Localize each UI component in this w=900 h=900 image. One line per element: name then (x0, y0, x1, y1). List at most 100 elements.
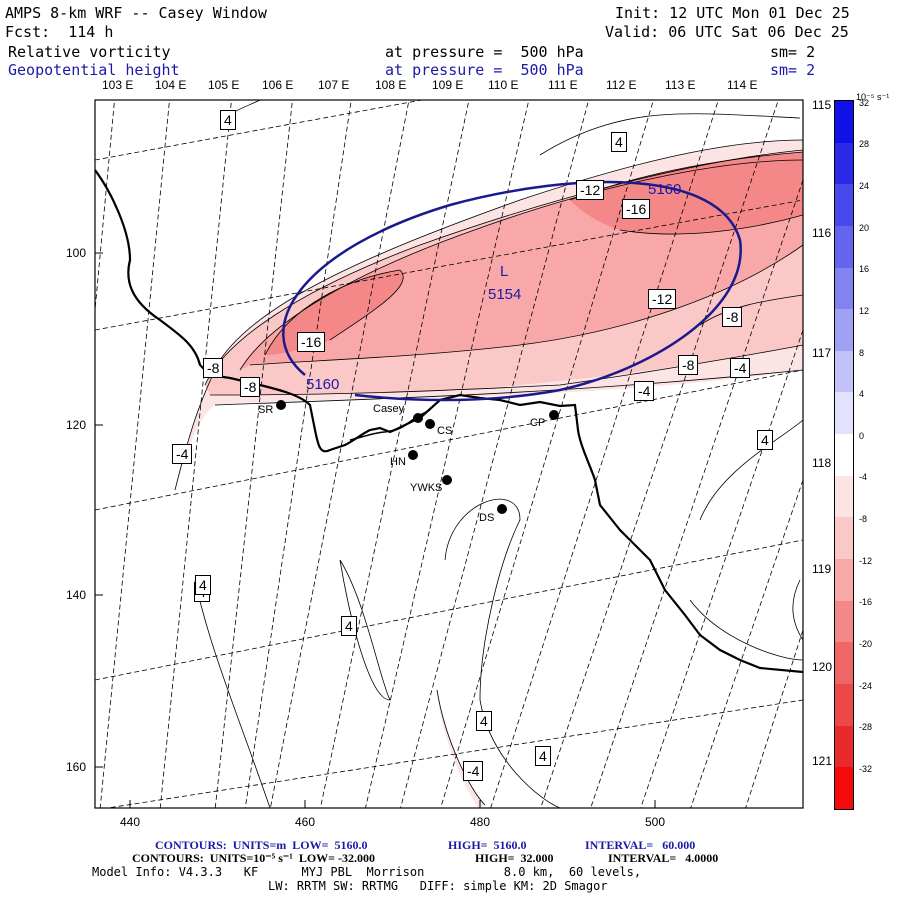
longitude-label-top: 107 E (318, 78, 350, 92)
colorbar-segment (835, 767, 853, 809)
colorbar-segment (835, 184, 853, 226)
field1-name: Relative vorticity (8, 43, 171, 61)
contour-value-label: 4 (195, 575, 211, 595)
footer-height-contours: CONTOURS: UNITS=m LOW= 5160.0 (155, 838, 368, 852)
footer-vorticity-high: HIGH= 32.000 (475, 851, 554, 865)
colorbar-segment (835, 434, 853, 476)
longitude-label-top: 113 E (665, 78, 696, 92)
longitude-label-top: 105 E (208, 78, 240, 92)
station-label-cp: CP (530, 417, 546, 429)
low-center-value: 5154 (488, 286, 522, 303)
longitude-label-top: 111 E (548, 78, 578, 92)
colorbar-segment (835, 225, 853, 268)
contour-value-label: -8 (678, 355, 699, 375)
geopotential-contours (282, 180, 742, 402)
colorbar-segment (835, 642, 853, 684)
field2-name: Geopotential height (8, 61, 180, 79)
colorbar-tick-label: -28 (859, 722, 873, 733)
contour-value-label: -16 (297, 332, 326, 352)
colorbar-tick-label: 8 (859, 347, 865, 358)
longitude-label-top: 109 E (432, 78, 464, 92)
contour-value-label: -16 (622, 199, 651, 219)
contour-value-label: -4 (463, 761, 484, 781)
station-dot-ds (497, 504, 507, 514)
contour-value-label: -12 (576, 180, 605, 200)
colorbar-unit: 10⁻⁵ s⁻¹ (856, 92, 890, 102)
colorbar-segment (835, 559, 853, 601)
footer-height-high: HIGH= 5160.0 (448, 838, 527, 852)
station-label-casey: Casey (373, 403, 405, 415)
grid-y-label: 100 (66, 246, 87, 260)
contour-value-label: -12 (648, 289, 677, 309)
colorbar-segment (835, 392, 853, 435)
grid-y-label: 160 (66, 760, 87, 774)
forecast-hour: Fcst: 114 h (5, 23, 114, 41)
colorbar-tick-label: -20 (859, 639, 873, 650)
grid-x-label: 440 (120, 815, 141, 829)
station-dot-casey (413, 413, 423, 423)
grid-x-label: 460 (295, 815, 316, 829)
field1-level: at pressure = 500 hPa (385, 43, 584, 61)
colorbar-segment (835, 600, 853, 643)
station-dot-hn (408, 450, 418, 460)
colorbar-segment (835, 309, 853, 351)
colorbar (834, 100, 854, 810)
footer-vorticity-contours: CONTOURS: UNITS=10⁻⁵ s⁻¹ LOW= -32.000 (132, 851, 376, 865)
init-time: Init: 12 UTC Mon 01 Dec 25 (615, 4, 850, 22)
contour-value-label: 4 (476, 711, 492, 731)
contour-value-label: -8 (722, 307, 743, 327)
valid-time: Valid: 06 UTC Sat 06 Dec 25 (605, 23, 849, 41)
contour-value-label: -4 (634, 381, 655, 401)
contour-value-label: -4 (172, 444, 193, 464)
colorbar-segment (835, 683, 853, 726)
colorbar-segment (835, 101, 853, 143)
map-title: AMPS 8-km WRF -- Casey Window (5, 4, 267, 22)
contour-value-label: 4 (341, 616, 357, 636)
contour-value-label: -4 (730, 358, 751, 378)
grid-y-label: 120 (66, 418, 87, 432)
station-dot-cp (549, 410, 559, 420)
coastline (95, 169, 803, 674)
colorbar-tick-label: 4 (859, 389, 865, 400)
field2-smoothing: sm= 2 (770, 61, 816, 79)
colorbar-tick-label: 32 (859, 97, 870, 108)
colorbar-tick-label: -4 (859, 472, 868, 483)
longitude-label-top: 112 E (606, 78, 637, 92)
field2-level: at pressure = 500 hPa (385, 61, 584, 79)
low-center-symbol: L (500, 263, 509, 280)
station-label-cs: CS (437, 425, 453, 437)
footer-height-interval: INTERVAL= 60.000 (585, 838, 696, 852)
latlon-graticule (95, 100, 803, 808)
colorbar-tick-label: 12 (859, 305, 870, 316)
axis-ticks (95, 252, 656, 808)
station-dot-sr (276, 400, 286, 410)
colorbar-tick-label: -32 (859, 764, 873, 774)
colorbar-tick-label: 24 (859, 180, 870, 191)
height-label-5160-south: 5160 (306, 376, 340, 393)
station-label-sr: SR (258, 404, 274, 416)
vorticity-shading (175, 140, 803, 808)
station-dot-ywks (442, 475, 452, 485)
colorbar-tick-label: -16 (859, 597, 873, 608)
contour-value-label: 4 (220, 110, 236, 130)
colorbar-tick-label: -24 (859, 680, 873, 691)
longitude-label-top: 114 E (727, 78, 758, 92)
contour-value-label: -8 (240, 377, 261, 397)
colorbar-tick-label: 0 (859, 430, 865, 441)
vorticity-contours (174, 100, 803, 808)
longitude-label-top: 104 E (155, 78, 187, 92)
station-label-hn: HN (390, 456, 406, 468)
grid-y-label: 140 (66, 588, 87, 602)
field1-smoothing: sm= 2 (770, 43, 816, 61)
footer-vorticity-interval: INTERVAL= 4.0000 (608, 851, 719, 865)
footer-physics-info: LW: RRTM SW: RRTMG DIFF: simple KM: 2D S… (268, 879, 608, 893)
footer-model-info: Model Info: V4.3.3 KF MYJ PBL Morrison 8… (92, 865, 642, 879)
colorbar-tick-label: 16 (859, 264, 870, 275)
contour-value-label: 4 (611, 132, 627, 152)
colorbar-segment (835, 267, 853, 310)
contour-value-label: 4 (535, 746, 551, 766)
height-label-5160-north: 5160 (648, 181, 682, 198)
colorbar-segment (835, 725, 853, 768)
longitude-label-top: 106 E (262, 78, 294, 92)
